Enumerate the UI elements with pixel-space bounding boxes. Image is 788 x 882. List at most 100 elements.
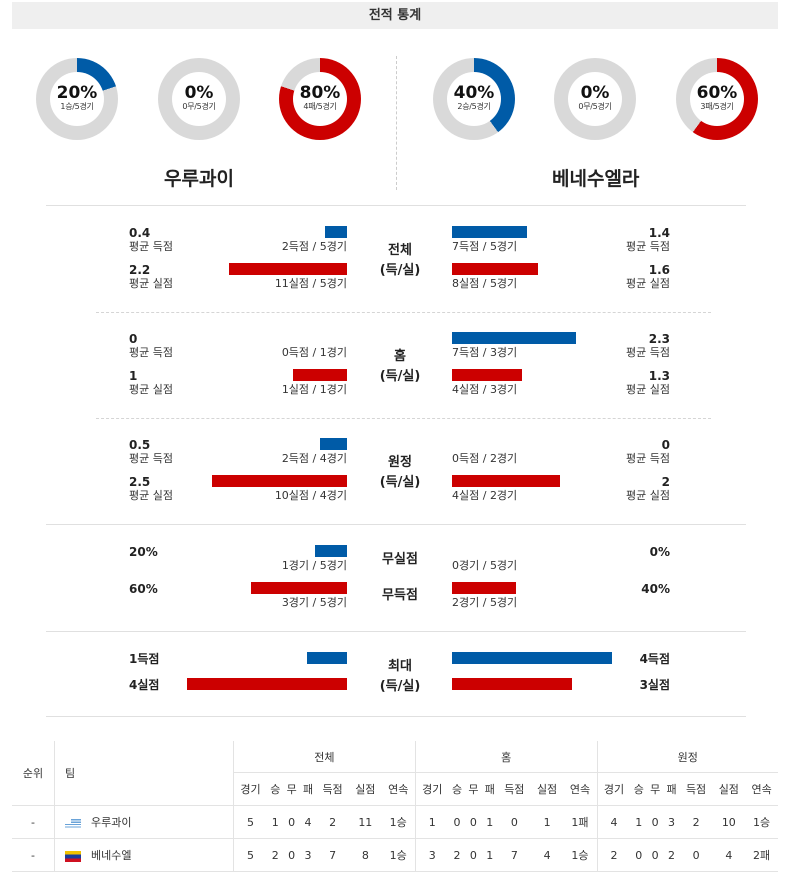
away-conceded-detail: 8실점 / 5경기	[452, 277, 518, 290]
home-avg-conceded-label: 평균 실점	[129, 383, 173, 396]
max-label: 최대	[388, 659, 412, 674]
away-avg-conceded-value: 2	[661, 475, 670, 489]
away-avg-conceded-value: 1.3	[648, 369, 670, 383]
away-scored-bar	[452, 226, 527, 238]
away-scored-detail: 0득점 / 2경기	[452, 452, 518, 465]
stat-cell: 2	[679, 805, 713, 839]
away-noscore-detail: 2경기 / 5경기	[452, 596, 518, 609]
stat-cell: 10	[712, 805, 746, 839]
stat-cell: 1승	[745, 805, 778, 839]
sub-header-5: 실점	[712, 772, 746, 806]
sub-header-2: 무	[283, 772, 300, 806]
stat-cell: 0	[630, 838, 647, 872]
col-team-header: 팀	[54, 741, 234, 806]
stat-cell: 8	[348, 838, 382, 872]
col-rank-header: 순위	[12, 741, 55, 806]
donut-center: 80% 4패/5경기	[293, 72, 347, 126]
home-team-name: 우루과이	[164, 168, 234, 190]
home-scored-detail: 2득점 / 4경기	[281, 452, 347, 465]
donut-percent: 20%	[56, 83, 98, 103]
home-noscore-pct: 60%	[129, 582, 158, 596]
sub-header-1: 승	[630, 772, 647, 806]
away-max-scored-bar	[452, 652, 612, 664]
team-cell[interactable]: 베네수엘	[54, 838, 234, 872]
home-max-scored-bar	[307, 652, 347, 664]
donut-center: 40% 2승/5경기	[447, 72, 501, 126]
away-conceded-detail: 4실점 / 2경기	[452, 489, 518, 502]
no-score-label: 무득점	[382, 588, 418, 603]
stat-cell: 4	[530, 838, 564, 872]
home-avg-conceded-label: 평균 실점	[129, 489, 173, 502]
stat-cell: 0	[646, 805, 664, 839]
stat-cell: 1	[267, 805, 284, 839]
home-noscore-bar	[251, 582, 347, 594]
stat-cell: 2	[596, 838, 631, 872]
stat-cell: 2	[316, 805, 349, 839]
stat-cell: 0	[646, 838, 664, 872]
home-conceded-bar	[212, 475, 347, 487]
away-avg-scored-value: 2.3	[648, 332, 670, 346]
uruguay-flag-icon	[65, 817, 81, 829]
center-sublabel: (득/실)	[379, 263, 421, 278]
home-clean-bar	[315, 545, 347, 557]
sub-header-1: 승	[267, 772, 284, 806]
home-avg-conceded-value: 1	[129, 369, 138, 383]
sub-header-4: 득점	[679, 772, 713, 806]
group-overall-header: 전체	[233, 741, 416, 773]
home-noscore-detail: 3경기 / 5경기	[281, 596, 347, 609]
sub-header-0: 경기	[596, 772, 631, 806]
home-clean-detail: 1경기 / 5경기	[281, 559, 347, 572]
stat-cell: 2	[663, 838, 680, 872]
donut-subtext: 2승/5경기	[457, 102, 491, 111]
away-noscore-bar	[452, 582, 516, 594]
center-sublabel: (득/실)	[379, 475, 421, 490]
stat-cell: 0	[283, 805, 300, 839]
away-avg-scored-value: 0	[661, 438, 670, 452]
home-conceded-detail: 1실점 / 1경기	[281, 383, 347, 396]
stat-cell: 2	[267, 838, 284, 872]
sub-header-4: 득점	[316, 772, 349, 806]
away-avg-conceded-label: 평균 실점	[626, 277, 670, 290]
section-divider	[96, 312, 711, 313]
donut-center: 0% 0무/5경기	[172, 72, 226, 126]
stat-cell: 1	[530, 805, 564, 839]
stat-cell: 1	[481, 805, 498, 839]
home-conceded-detail: 10실점 / 4경기	[274, 489, 347, 502]
donut-subtext: 3패/5경기	[700, 102, 734, 111]
stat-cell: 2패	[745, 838, 778, 872]
sub-header-4: 득점	[497, 772, 531, 806]
group-home-header: 홈	[414, 741, 597, 773]
home-conceded-bar	[293, 369, 347, 381]
home-avg-scored-label: 평균 득점	[129, 346, 173, 359]
team-name[interactable]: 우루과이	[91, 816, 132, 829]
away-donut-0: 40% 2승/5경기	[433, 58, 515, 140]
team-name[interactable]: 베네수엘	[91, 849, 132, 862]
stat-cell: 0	[465, 805, 482, 839]
sub-header-6: 연속	[563, 772, 597, 806]
away-scored-bar	[452, 332, 576, 344]
stat-cell: 0	[283, 838, 300, 872]
away-clean-detail: 0경기 / 5경기	[452, 559, 518, 572]
donut-percent: 80%	[299, 83, 341, 103]
away-max-conceded: 3실점	[639, 678, 670, 692]
donut-subtext: 1승/5경기	[60, 102, 94, 111]
sub-header-2: 무	[646, 772, 664, 806]
away-donut-1: 0% 0무/5경기	[554, 58, 636, 140]
home-max-conceded: 4실점	[129, 678, 160, 692]
stat-cell: 1패	[563, 805, 597, 839]
away-avg-conceded-value: 1.6	[648, 263, 670, 277]
rank-cell: -	[12, 838, 55, 872]
rank-cell: -	[12, 805, 55, 839]
home-scored-detail: 2득점 / 5경기	[281, 240, 347, 253]
sub-header-2: 무	[465, 772, 482, 806]
away-clean-pct: 0%	[649, 545, 670, 559]
stat-cell: 0	[679, 838, 713, 872]
stat-cell: 1승	[563, 838, 597, 872]
stat-cell: 7	[497, 838, 531, 872]
stat-cell: 7	[316, 838, 349, 872]
center-label: 전체	[388, 243, 412, 258]
donut-percent: 40%	[453, 83, 495, 103]
away-conceded-detail: 4실점 / 3경기	[452, 383, 518, 396]
donut-percent: 60%	[696, 83, 738, 103]
team-cell[interactable]: 우루과이	[54, 805, 234, 839]
